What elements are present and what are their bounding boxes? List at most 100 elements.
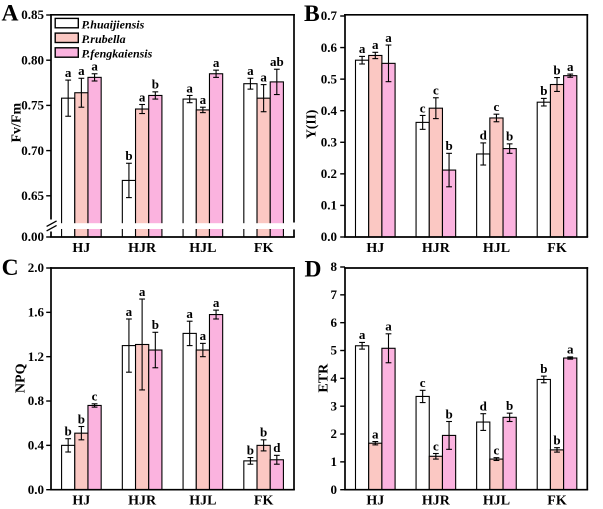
svg-text:b: b	[540, 83, 547, 98]
svg-text:0.65: 0.65	[21, 188, 44, 203]
svg-text:Y(II): Y(II)	[304, 110, 319, 139]
svg-text:0.80: 0.80	[21, 52, 44, 67]
svg-text:Fv/Fm: Fv/Fm	[10, 103, 25, 143]
svg-text:c: c	[433, 438, 439, 453]
svg-text:a: a	[359, 327, 366, 342]
svg-text:a: a	[65, 65, 72, 80]
svg-text:5: 5	[331, 343, 338, 358]
svg-text:0.1: 0.1	[321, 198, 337, 213]
svg-text:a: a	[372, 37, 379, 52]
svg-text:0.4: 0.4	[321, 103, 338, 118]
svg-text:HJR: HJR	[128, 494, 157, 509]
svg-text:0.00: 0.00	[21, 229, 44, 244]
svg-text:2.0: 2.0	[28, 260, 44, 275]
svg-text:b: b	[65, 424, 72, 439]
svg-text:b: b	[506, 398, 513, 413]
svg-text:ab: ab	[270, 54, 284, 69]
svg-text:0.0: 0.0	[28, 482, 44, 497]
svg-text:a: a	[78, 63, 85, 78]
svg-text:d: d	[480, 128, 488, 143]
svg-text:1: 1	[331, 454, 338, 469]
svg-text:a: a	[247, 63, 254, 78]
svg-text:b: b	[506, 129, 513, 144]
svg-text:c: c	[433, 83, 439, 98]
svg-text:HJL: HJL	[483, 494, 510, 509]
svg-text:B: B	[304, 1, 320, 27]
svg-text:0.7: 0.7	[321, 8, 338, 23]
svg-text:0.6: 0.6	[321, 40, 338, 55]
svg-text:b: b	[540, 361, 547, 376]
svg-text:8: 8	[331, 259, 338, 274]
svg-text:1.6: 1.6	[28, 305, 45, 320]
svg-text:HJL: HJL	[189, 241, 216, 256]
svg-text:HJL: HJL	[189, 494, 216, 509]
svg-text:HJ: HJ	[72, 241, 90, 256]
svg-text:b: b	[247, 442, 254, 457]
svg-text:FK: FK	[547, 494, 567, 509]
svg-text:c: c	[494, 442, 500, 457]
svg-text:d: d	[273, 440, 281, 455]
svg-text:a: a	[372, 426, 379, 441]
svg-text:3: 3	[331, 398, 338, 413]
svg-text:HJL: HJL	[483, 241, 510, 256]
svg-text:c: c	[494, 99, 500, 114]
svg-text:HJ: HJ	[366, 494, 384, 509]
svg-text:a: a	[200, 328, 207, 343]
svg-text:HJR: HJR	[128, 241, 157, 256]
svg-text:b: b	[125, 148, 132, 163]
svg-text:a: a	[213, 295, 220, 310]
svg-text:0.4: 0.4	[28, 438, 45, 453]
svg-text:a: a	[385, 319, 392, 334]
svg-text:FK: FK	[254, 241, 274, 256]
svg-text:b: b	[152, 77, 159, 92]
svg-text:7: 7	[331, 287, 338, 302]
svg-text:b: b	[445, 138, 452, 153]
svg-text:2: 2	[331, 426, 338, 441]
svg-text:a: a	[186, 80, 193, 95]
svg-text:a: a	[567, 59, 574, 74]
svg-text:0.75: 0.75	[21, 98, 44, 113]
svg-text:b: b	[260, 425, 267, 440]
svg-text:HJ: HJ	[366, 241, 384, 256]
svg-text:0.70: 0.70	[21, 143, 44, 158]
svg-text:P.huaijiensis: P.huaijiensis	[82, 17, 145, 31]
svg-text:HJ: HJ	[72, 494, 90, 509]
svg-text:d: d	[480, 399, 488, 414]
svg-text:FK: FK	[547, 241, 567, 256]
svg-text:a: a	[567, 342, 574, 357]
svg-text:6: 6	[331, 315, 338, 330]
svg-text:a: a	[186, 306, 193, 321]
svg-text:a: a	[200, 92, 207, 107]
svg-text:P.fengkaiensis: P.fengkaiensis	[82, 47, 153, 61]
svg-text:b: b	[553, 432, 560, 447]
svg-text:C: C	[2, 255, 19, 281]
svg-text:c: c	[420, 375, 426, 390]
svg-text:0.8: 0.8	[28, 393, 45, 408]
svg-text:a: a	[91, 59, 98, 74]
svg-text:0.2: 0.2	[321, 166, 337, 181]
svg-text:A: A	[2, 0, 19, 26]
svg-text:b: b	[445, 406, 452, 421]
svg-text:0.0: 0.0	[321, 229, 337, 244]
svg-text:c: c	[420, 100, 426, 115]
svg-text:NPQ: NPQ	[14, 363, 29, 393]
svg-text:c: c	[92, 389, 98, 404]
svg-text:D: D	[305, 257, 322, 283]
svg-text:1.2: 1.2	[28, 349, 44, 364]
svg-text:0.85: 0.85	[21, 7, 44, 22]
svg-text:0: 0	[331, 482, 338, 497]
svg-text:P.rubella: P.rubella	[82, 32, 126, 46]
svg-text:a: a	[139, 284, 146, 299]
svg-text:b: b	[78, 411, 85, 426]
svg-text:a: a	[260, 69, 267, 84]
svg-text:a: a	[139, 89, 146, 104]
svg-text:b: b	[152, 317, 159, 332]
svg-text:FK: FK	[254, 494, 274, 509]
svg-text:a: a	[213, 55, 220, 70]
svg-text:a: a	[385, 30, 392, 45]
svg-text:HJR: HJR	[422, 494, 451, 509]
svg-text:HJR: HJR	[422, 241, 451, 256]
svg-text:ETR: ETR	[317, 363, 332, 393]
svg-text:a: a	[126, 304, 133, 319]
svg-text:0.5: 0.5	[321, 71, 338, 86]
